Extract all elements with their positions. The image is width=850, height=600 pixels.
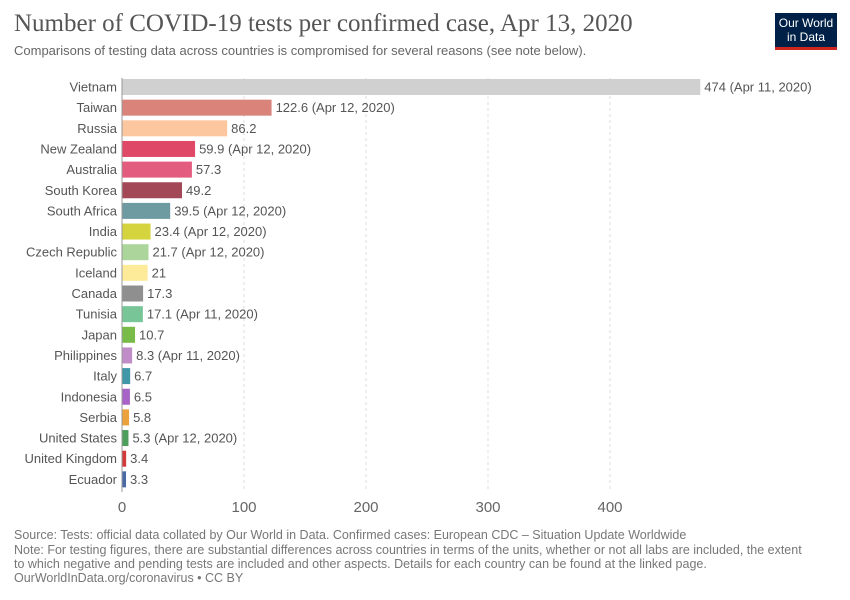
data-label: 86.2 (231, 121, 256, 136)
category-label: Italy (93, 369, 117, 384)
owid-logo[interactable]: Our World in Data (775, 13, 837, 50)
source-note: Source: Tests: official data collated by… (14, 528, 687, 542)
x-tick-label: 0 (118, 499, 126, 516)
bar (122, 99, 272, 116)
bar (122, 409, 130, 426)
category-label: India (89, 224, 118, 239)
bar (122, 306, 143, 323)
data-label: 122.6 (Apr 12, 2020) (276, 100, 395, 115)
category-label: South Africa (47, 203, 118, 218)
x-tick-label: 300 (475, 499, 500, 516)
data-label: 21.7 (Apr 12, 2020) (152, 245, 264, 260)
data-label: 5.8 (133, 410, 151, 425)
bar (122, 471, 127, 488)
data-label: 23.4 (Apr 12, 2020) (155, 224, 267, 239)
bar (122, 285, 144, 302)
data-label: 6.7 (134, 369, 152, 384)
category-label: Philippines (54, 348, 117, 363)
bar (122, 326, 136, 343)
category-label: United Kingdom (25, 451, 118, 466)
chart-subtitle: Comparisons of testing data across count… (14, 43, 587, 58)
bar (122, 182, 183, 199)
data-label: 3.3 (130, 472, 148, 487)
category-label: South Korea (45, 183, 118, 198)
bar (122, 140, 196, 157)
bar (122, 450, 127, 467)
bar (122, 347, 133, 364)
bar (122, 161, 192, 178)
data-label: 17.3 (147, 286, 172, 301)
x-tick-label: 100 (231, 499, 256, 516)
data-label: 10.7 (139, 327, 164, 342)
category-label: Czech Republic (26, 245, 118, 260)
x-tick-label: 200 (353, 499, 378, 516)
data-label: 6.5 (134, 389, 152, 404)
data-label: 39.5 (Apr 12, 2020) (174, 203, 286, 218)
data-label: 5.3 (Apr 12, 2020) (132, 431, 237, 446)
chart-title: Number of COVID-19 tests per confirmed c… (14, 10, 633, 37)
x-tick-label: 400 (597, 499, 622, 516)
logo-line: in Data (786, 30, 826, 44)
bar (122, 368, 131, 385)
data-label: 3.4 (130, 451, 148, 466)
bar (122, 202, 171, 219)
bar (122, 264, 148, 281)
category-label: United States (39, 431, 118, 446)
bar (122, 388, 130, 405)
category-label: Indonesia (61, 389, 118, 404)
category-label: Vietnam (70, 80, 117, 95)
data-label: 474 (Apr 11, 2020) (704, 80, 811, 95)
note-line-2: to which negative and pending tests are … (14, 557, 707, 571)
logo-line: Our World (778, 16, 834, 30)
bar (122, 79, 701, 95)
bar (122, 120, 228, 137)
category-label: New Zealand (40, 141, 117, 156)
bar (122, 223, 151, 240)
data-label: 17.1 (Apr 11, 2020) (147, 307, 258, 322)
category-label: Australia (66, 162, 117, 177)
bar (122, 430, 129, 447)
data-label: 57.3 (196, 162, 221, 177)
category-label: Ecuador (69, 472, 118, 487)
data-label: 8.3 (Apr 11, 2020) (136, 348, 240, 363)
category-label: Tunisia (76, 307, 118, 322)
data-label: 59.9 (Apr 12, 2020) (199, 141, 311, 156)
source-link[interactable]: OurWorldInData.org/coronavirus • CC BY (14, 571, 244, 585)
category-label: Serbia (79, 410, 117, 425)
category-label: Russia (77, 121, 118, 136)
category-label: Taiwan (77, 100, 117, 115)
data-label: 49.2 (186, 183, 211, 198)
category-label: Japan (82, 327, 117, 342)
note-line-1: Note: For testing figures, there are sub… (14, 543, 802, 557)
data-label: 21 (152, 265, 166, 280)
bar (122, 244, 149, 261)
category-label: Iceland (75, 265, 117, 280)
category-label: Canada (71, 286, 117, 301)
